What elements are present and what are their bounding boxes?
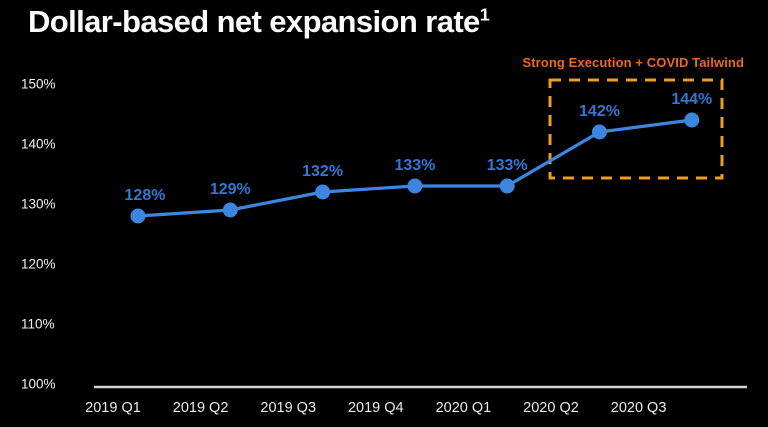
data-point <box>222 202 238 218</box>
data-point <box>130 208 146 224</box>
data-point <box>407 178 423 194</box>
y-axis-tick-label: 150% <box>21 77 56 92</box>
x-axis-tick-label: 2019 Q3 <box>260 400 316 416</box>
y-axis-tick-label: 100% <box>21 377 56 392</box>
data-point-label: 142% <box>579 103 620 120</box>
data-point-label: 132% <box>302 163 343 180</box>
data-point <box>315 184 331 200</box>
x-axis-tick-label: 2020 Q3 <box>611 400 667 416</box>
data-point-label: 144% <box>671 91 712 108</box>
y-axis-tick-label: 130% <box>21 197 56 212</box>
page-title-text: Dollar-based net expansion rate <box>28 4 480 39</box>
y-axis-tick-label: 140% <box>21 137 56 152</box>
x-axis-tick-label: 2020 Q1 <box>436 400 492 416</box>
data-point <box>592 124 607 140</box>
y-axis-tick-label: 110% <box>21 317 55 332</box>
x-axis-tick-label: 2020 Q2 <box>523 400 579 416</box>
highlight-box <box>548 78 724 180</box>
data-point <box>684 112 700 128</box>
y-axis-tick-label: 120% <box>21 257 56 272</box>
x-axis-tick-label: 2019 Q4 <box>348 400 404 416</box>
x-axis-tick-label: 2019 Q1 <box>85 400 141 416</box>
data-point-label: 133% <box>394 157 435 174</box>
data-point-label: 133% <box>487 157 528 174</box>
x-axis-tick-label: 2019 Q2 <box>173 400 229 416</box>
data-point-label: 129% <box>210 181 251 198</box>
page-title-footnote-marker: 1 <box>479 4 490 25</box>
page-title: Dollar-based net expansion rate1 <box>28 4 490 40</box>
data-point-label: 128% <box>125 187 166 204</box>
data-point <box>499 178 515 194</box>
highlight-annotation-label: Strong Execution + COVID Tailwind <box>522 55 744 70</box>
